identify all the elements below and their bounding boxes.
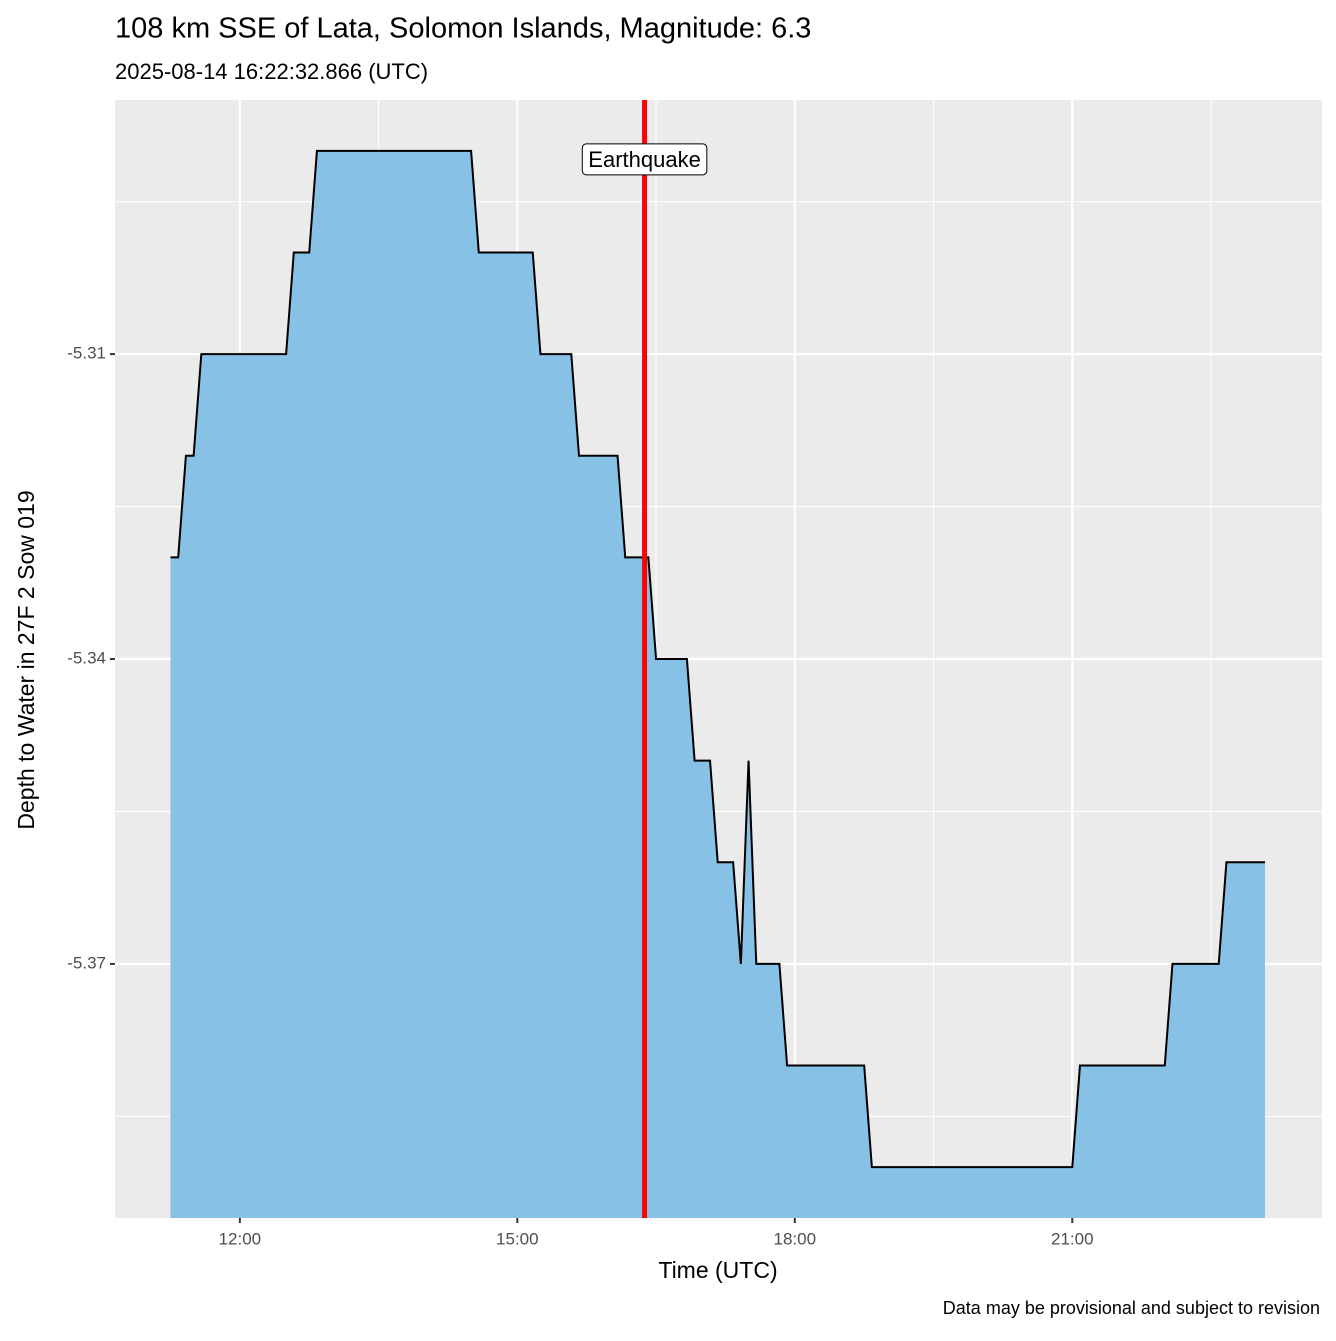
y-axis-title: Depth to Water in 27F 2 Sow 019 <box>13 490 39 829</box>
chart-title: 108 km SSE of Lata, Solomon Islands, Mag… <box>115 13 811 45</box>
area <box>170 150 1265 1219</box>
x-tick-label: 15:00 <box>496 1229 539 1248</box>
line <box>170 149 1265 1169</box>
x-tick-label: 12:00 <box>219 1229 262 1248</box>
chart-subtitle: 2025-08-14 16:22:32.866 (UTC) <box>115 59 428 84</box>
annotation-label: Earthquake <box>588 147 701 172</box>
y-tick-label: -5.31 <box>67 344 106 363</box>
y-tick-label: -5.34 <box>67 648 106 667</box>
caption: Data may be provisional and subject to r… <box>943 1298 1320 1318</box>
y-tick-label: -5.37 <box>67 953 106 972</box>
x-tick-label: 21:00 <box>1051 1229 1094 1248</box>
x-tick-label: 18:00 <box>774 1229 817 1248</box>
annotation-box <box>581 143 708 176</box>
x-axis-title: Time (UTC) <box>658 1257 777 1283</box>
